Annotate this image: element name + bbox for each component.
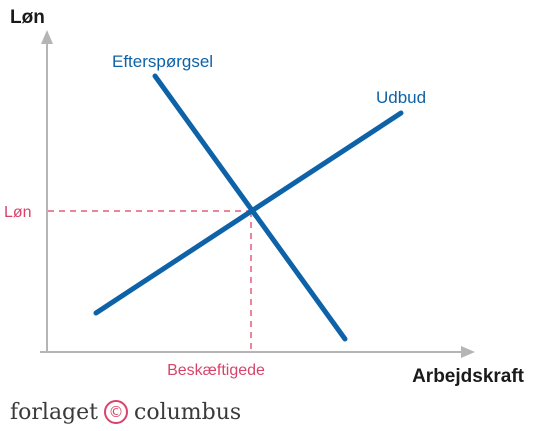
copyright-icon: © <box>104 400 128 424</box>
publisher-logo: forlaget © columbus <box>10 396 241 428</box>
y-axis-arrow <box>41 30 53 44</box>
x-axis-title: Arbejdskraft <box>412 366 525 387</box>
supply-curve-label: Udbud <box>376 88 426 107</box>
demand-curve-label: Efterspørgsel <box>112 52 213 71</box>
demand-curve <box>152 73 348 342</box>
publisher-name-right: columbus <box>134 399 242 425</box>
axes <box>40 30 475 358</box>
equilibrium-guides <box>48 210 252 352</box>
equilibrium-wage-label: Løn <box>4 204 32 221</box>
equilibrium-employment-label: Beskæftigede <box>167 362 265 379</box>
publisher-name-left: forlaget <box>10 399 98 425</box>
y-axis-title: Løn <box>10 7 45 28</box>
supply-curve <box>93 110 404 316</box>
x-axis-arrow <box>461 346 475 358</box>
